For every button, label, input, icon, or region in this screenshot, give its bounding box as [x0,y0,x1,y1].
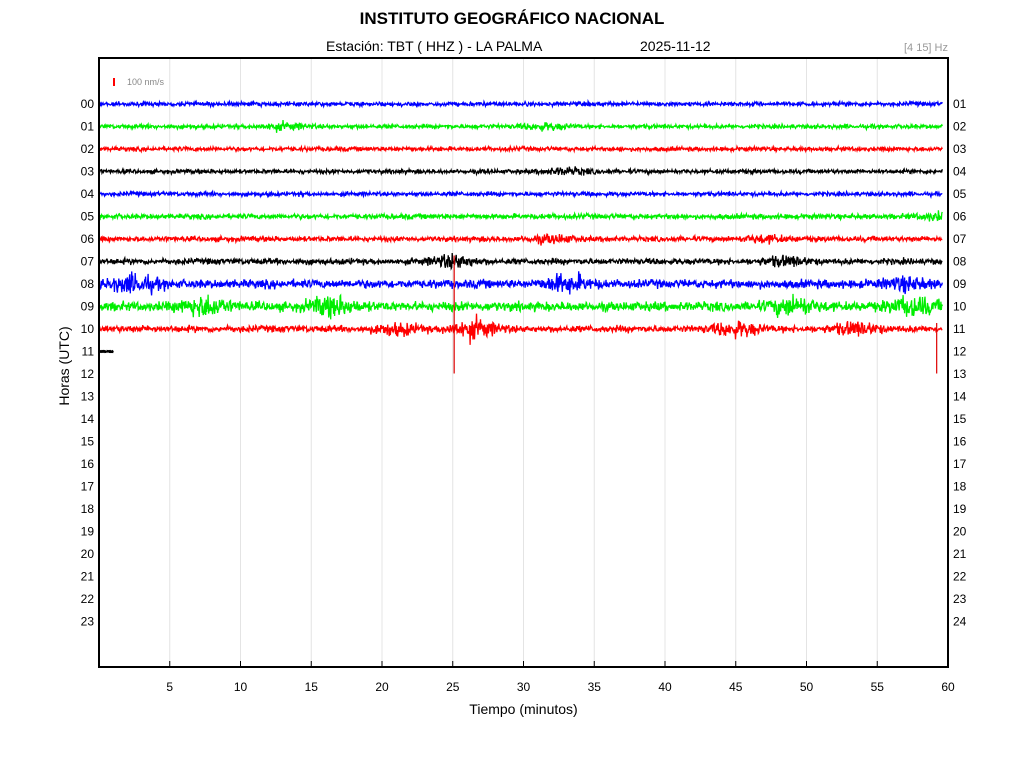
y-tick-label-right: 18 [953,480,967,494]
trace-hour-10 [98,313,943,345]
trace-hour-07 [98,252,943,271]
trace-hour-08 [98,271,943,296]
y-tick-label-left: 06 [81,232,95,246]
plot-axes [98,57,949,668]
x-tick-label: 15 [305,680,319,694]
scale-label: 100 nm/s [127,77,165,87]
y-tick-label-right: 24 [953,615,967,629]
y-tick-label-left: 09 [81,300,95,314]
y-tick-label-left: 19 [81,525,95,539]
y-tick-label-right: 11 [953,322,966,336]
x-tick-label: 25 [446,680,460,694]
x-tick-label: 60 [941,680,955,694]
trace-hour-05 [98,210,943,222]
x-tick-label: 45 [729,680,743,694]
y-tick-label-right: 06 [953,210,967,224]
trace-hour-11 [98,349,114,354]
trace-hour-02 [98,144,943,154]
y-tick-label-right: 08 [953,255,967,269]
trace-hour-00 [98,98,943,109]
y-tick-label-left: 17 [81,480,95,494]
y-tick-label-right: 17 [953,457,967,471]
x-tick-label: 5 [166,680,173,694]
y-tick-label-left: 23 [81,615,95,629]
subtitle: Estación: TBT ( HHZ ) - LA PALMA 2025-11… [0,38,1024,56]
y-tick-label-left: 16 [81,457,95,471]
y-tick-label-right: 12 [953,345,967,359]
y-tick-label-right: 16 [953,435,967,449]
y-tick-label-right: 15 [953,412,967,426]
y-tick-label-left: 04 [81,187,95,201]
y-tick-label-left: 12 [81,367,95,381]
y-tick-label-left: 02 [81,142,95,156]
filter-band-label: [4 15] Hz [903,42,948,54]
x-tick-label: 35 [588,680,602,694]
y-tick-label-left: 11 [82,345,95,359]
y-axis-label: Horas (UTC) [56,326,72,405]
y-tick-label-right: 05 [953,187,967,201]
y-tick-label-left: 01 [81,120,95,134]
y-tick-label-left: 07 [81,255,95,269]
trace-hour-09 [98,293,943,320]
y-tick-label-left: 22 [81,592,95,606]
scale-indicator: 100 nm/s [113,77,165,87]
trace-hour-01 [98,120,943,133]
x-tick-label: 10 [234,680,248,694]
trace-group [98,98,943,374]
y-tick-label-left: 14 [81,412,95,426]
y-tick-label-right: 21 [953,547,967,561]
y-tick-label-right: 20 [953,525,967,539]
date-label: 2025-11-12 [640,38,711,54]
y-tick-label-left: 05 [81,210,95,224]
y-tick-label-left: 21 [81,570,95,584]
y-tick-label-right: 10 [953,300,967,314]
y-tick-label-right: 03 [953,142,967,156]
trace-hour-03 [98,166,943,177]
y-tick-label-right: 23 [953,592,967,606]
x-axis-label: Tiempo (minutos) [469,701,577,717]
y-tick-label-right: 14 [953,390,967,404]
y-tick-label-left: 08 [81,277,95,291]
y-tick-label-left: 20 [81,547,95,561]
station-label: Estación: TBT ( HHZ ) - LA PALMA [326,38,543,54]
y-tick-label-right: 07 [953,232,967,246]
x-tick-label: 20 [375,680,389,694]
y-tick-label-left: 03 [81,165,95,179]
y-tick-label-right: 22 [953,570,967,584]
y-tick-label-right: 13 [953,367,967,381]
x-tick-label: 55 [871,680,885,694]
y-tick-label-left: 10 [81,322,95,336]
y-tick-label-right: 02 [953,120,967,134]
axis-labels: 00 01 02 03 04 05 06 07 08 09 10 11 12 13 14 15 16 17 18 19… [56,97,967,717]
trace-hour-06 [98,233,943,246]
x-tick-label: 40 [658,680,672,694]
grid-lines [169,58,878,667]
x-tick-label: 50 [800,680,814,694]
y-tick-label-left: 13 [81,390,95,404]
y-tick-label-left: 00 [81,97,95,111]
page-title: INSTITUTO GEOGRÁFICO NACIONAL [359,9,665,28]
y-tick-label-left: 18 [81,502,95,516]
trace-hour-04 [98,189,943,200]
y-tick-label-right: 04 [953,165,967,179]
y-tick-label-right: 01 [953,97,967,111]
y-tick-label-right: 09 [953,277,967,291]
y-tick-label-left: 15 [81,435,95,449]
y-tick-label-right: 19 [953,502,967,516]
x-tick-label: 30 [517,680,531,694]
